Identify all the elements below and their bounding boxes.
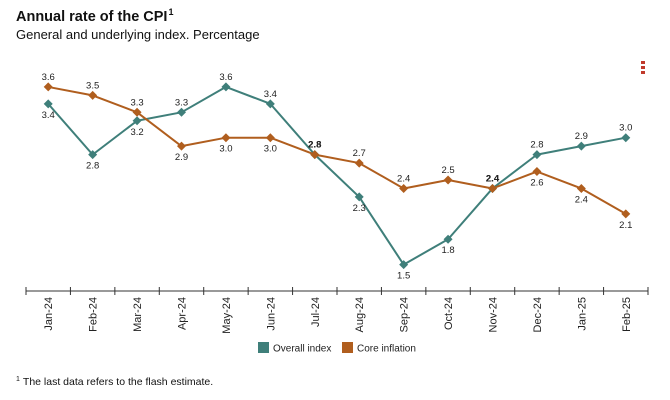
data-point-overall [576,141,586,151]
data-point-overall [88,150,98,160]
data-label: 2.9 [175,152,188,163]
x-tick-label: May-24 [221,297,233,334]
data-point-core [132,107,142,117]
data-point-core [621,209,631,219]
data-label: 3.6 [219,72,232,83]
data-point-core [265,133,275,143]
data-point-core [399,183,409,193]
data-point-core [221,133,231,143]
x-tick-label: Jun-24 [265,297,277,331]
legend-label-overall: Overall index [273,344,331,355]
data-label: 3.6 [42,72,55,83]
x-tick-label: Nov-24 [488,297,500,332]
data-point-overall [43,99,53,109]
data-label: 2.4 [486,173,500,184]
data-label: 2.8 [86,161,99,172]
x-tick-label: Apr-24 [177,297,189,330]
x-tick-label: Feb-25 [621,297,633,332]
data-label: 1.5 [397,271,410,282]
x-tick-label: Aug-24 [354,297,366,332]
data-point-core [354,158,364,168]
data-label: 1.8 [441,245,454,256]
data-label: 2.7 [353,148,366,159]
data-label: 3.4 [42,110,55,121]
chart-subtitle: General and underlying index. Percentage [16,27,260,42]
data-point-core [576,183,586,193]
data-point-core [43,82,53,92]
data-point-core [88,90,98,100]
data-label: 3.4 [264,89,277,100]
data-label: 3.5 [86,80,99,91]
footnote-text: The last data refers to the flash estima… [22,376,214,388]
data-label: 2.3 [353,203,366,214]
data-label: 2.9 [575,131,588,142]
data-point-core [488,183,497,193]
data-point-overall [265,99,275,109]
legend-swatch-core [342,342,353,353]
data-label: 3.3 [130,97,143,108]
legend-label-core: Core inflation [357,344,416,355]
data-label: 2.4 [575,194,588,205]
data-point-core [443,175,453,185]
data-label: 2.5 [441,165,454,176]
series-line-overall [47,85,626,266]
footnote: 1 The last data refers to the flash estim… [16,376,213,388]
data-label: 3.0 [619,123,632,134]
data-point-overall [443,234,453,244]
x-tick-label: Feb-24 [88,297,100,332]
data-label: 3.0 [219,144,232,155]
data-point-overall [221,82,231,92]
data-point-overall [132,116,142,126]
data-label: 3.3 [175,97,188,108]
title-footnote-marker: 1 [168,7,174,17]
chart-title: Annual rate of the CPI1 [16,7,173,25]
x-tick-label: Jan-24 [43,297,55,331]
data-point-overall [354,192,364,202]
more-vertical-icon[interactable] [641,61,645,75]
data-label: 2.6 [530,178,543,189]
x-tick-label: Sep-24 [399,297,411,332]
data-point-core [532,167,542,177]
data-point-overall [177,107,186,117]
data-label: 2.4 [397,173,410,184]
x-tick-label: Mar-24 [132,297,144,332]
data-label: 2.8 [308,140,321,151]
data-label: 2.4 [486,173,500,184]
footnote-marker: 1 [16,376,20,383]
chart-title-text: Annual rate of the CPI [16,9,168,25]
data-point-core [177,141,186,151]
data-point-overall [621,133,631,143]
data-point-overall [532,150,542,160]
x-tick-label: Oct-24 [443,297,455,330]
data-label: 2.8 [530,140,543,151]
x-tick-label: Jan-25 [576,297,588,331]
x-tick-label: Dec-24 [532,297,544,332]
data-label: 2.1 [619,220,632,231]
data-label: 3.2 [130,127,143,138]
data-point-core [310,150,320,160]
data-label: 2.8 [308,140,321,151]
data-point-overall [399,260,409,270]
x-tick-label: Jul-24 [310,297,322,327]
data-label: 3.0 [264,144,277,155]
legend-swatch-overall [258,342,269,353]
series-line-core [48,85,627,215]
